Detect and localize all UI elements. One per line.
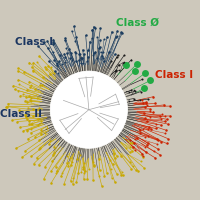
Circle shape xyxy=(50,71,127,148)
Text: Class I: Class I xyxy=(155,70,193,80)
Text: Class II: Class II xyxy=(0,109,42,119)
Text: Class I: Class I xyxy=(15,37,54,47)
Text: Class Ø: Class Ø xyxy=(116,18,159,28)
Circle shape xyxy=(51,72,126,147)
